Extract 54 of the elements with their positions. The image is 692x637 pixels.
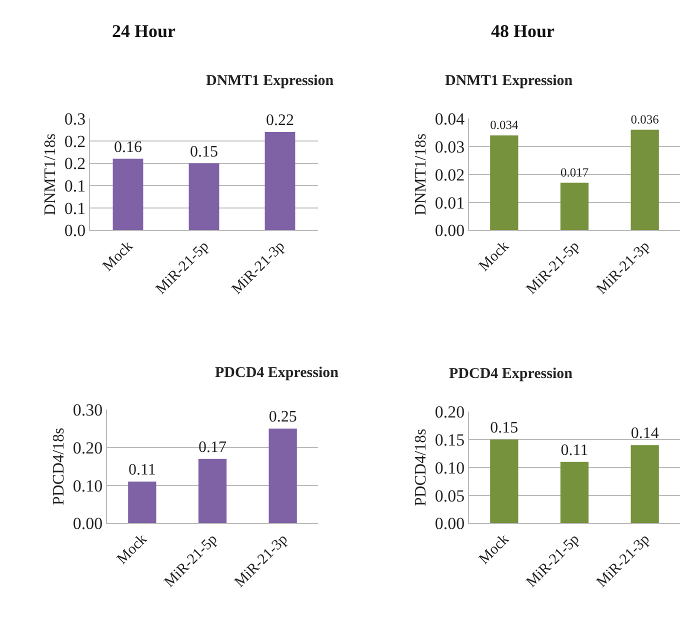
chart-title: DNMT1 Expression (206, 73, 334, 89)
y-tick-label: 0.03 (434, 137, 465, 156)
data-label: 0.14 (630, 425, 659, 442)
y-tick-label: 0.04 (434, 110, 466, 129)
bar (198, 458, 227, 524)
y-axis-title: PDCD4/18s (50, 428, 68, 506)
y-tick-label: 0.00 (434, 514, 465, 534)
data-label: 0.11 (560, 442, 588, 459)
y-tick-label: 0.2 (64, 154, 86, 174)
chart-title: PDCD4 Expression (449, 366, 574, 382)
text: 48 Hour (491, 21, 555, 41)
bar (112, 158, 144, 230)
y-tick-label: 0.10 (434, 458, 465, 478)
bar (560, 462, 589, 524)
y-tick-label: 0.0 (64, 221, 86, 240)
y-tick-label: 0.20 (434, 402, 465, 422)
bar (128, 482, 156, 524)
chart-title: DNMT1 Expression (445, 73, 574, 89)
y-axis-title: PDCD4/18s (412, 428, 430, 506)
y-tick-label: 0.3 (64, 110, 86, 129)
y-tick-label: 0.02 (434, 165, 465, 184)
data-label: 0.25 (268, 408, 297, 426)
bar (490, 440, 518, 524)
y-tick-label: 0.10 (72, 476, 103, 496)
y-axis-title: DNMT1/18s (412, 134, 430, 216)
y-axis-title: DNMT1/18s (42, 134, 60, 216)
y-tick-label: 0.15 (434, 430, 465, 450)
bar (630, 445, 659, 524)
data-label: 0.17 (198, 438, 226, 456)
y-tick-label: 0.20 (72, 438, 103, 458)
bar (188, 163, 220, 230)
bar (264, 132, 296, 230)
y-tick-label: 0.05 (434, 486, 465, 506)
y-tick-label: 0.01 (434, 193, 465, 212)
y-tick-label: 0.1 (64, 198, 86, 218)
data-label: 0.017 (560, 166, 589, 180)
y-tick-label: 0.00 (434, 221, 465, 240)
text: 24 Hour (112, 21, 176, 41)
bar (268, 428, 297, 524)
data-label: 0.22 (266, 112, 294, 130)
data-label: 0.11 (128, 462, 156, 479)
data-label: 0.15 (490, 420, 518, 437)
data-label: 0.034 (490, 118, 519, 132)
y-tick-label: 0.2 (64, 132, 86, 151)
bar (490, 135, 518, 230)
y-tick-label: 0.00 (72, 514, 103, 534)
bar (560, 182, 589, 230)
y-tick-label: 0.30 (72, 400, 103, 420)
y-tick-label: 0.1 (64, 176, 86, 196)
data-label: 0.036 (630, 112, 659, 127)
data-label: 0.15 (190, 143, 218, 160)
bar (630, 130, 659, 230)
data-label: 0.16 (114, 138, 142, 156)
chart-title: PDCD4 Expression (215, 365, 340, 381)
